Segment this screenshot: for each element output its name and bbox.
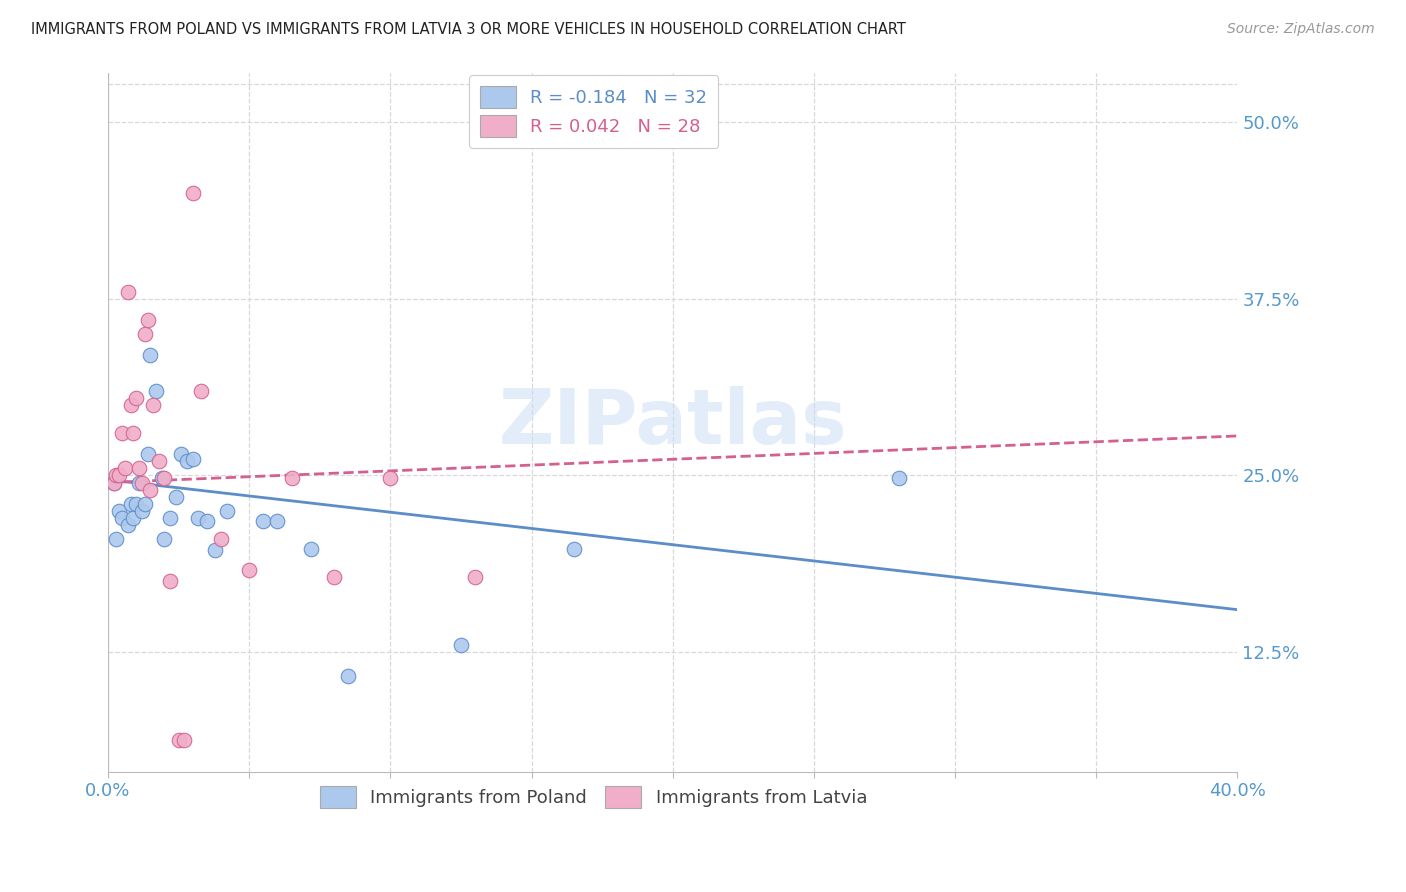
Point [125,497,148,511]
Point [108,504,131,518]
Point [145,384,167,398]
Point [139,483,162,497]
Point [111,426,134,441]
Point [562,541,585,556]
Point [167,732,190,747]
Point [136,313,159,327]
Point [120,398,142,412]
Point [215,504,238,518]
Point [125,391,148,405]
Point [134,497,156,511]
Point [204,543,226,558]
Point [150,471,173,485]
Point [153,471,176,485]
Point [266,514,288,528]
Point [450,638,472,652]
Point [114,461,136,475]
Point [887,471,910,485]
Point [238,563,260,577]
Point [148,454,170,468]
Point [322,570,344,584]
Text: IMMIGRANTS FROM POLAND VS IMMIGRANTS FROM LATVIA 3 OR MORE VEHICLES IN HOUSEHOLD: IMMIGRANTS FROM POLAND VS IMMIGRANTS FRO… [31,22,905,37]
Point [181,451,204,466]
Point [103,475,125,490]
Point [252,514,274,528]
Point [117,285,139,299]
Point [117,517,139,532]
Point [108,468,131,483]
Point [159,574,181,589]
Point [128,475,150,490]
Point [103,475,125,490]
Point [131,504,153,518]
Point [280,471,302,485]
Point [190,384,212,398]
Point [170,447,193,461]
Point [336,669,359,683]
Point [380,471,402,485]
Point [159,511,181,525]
Point [181,186,204,200]
Point [299,541,322,556]
Point [122,426,145,441]
Point [128,461,150,475]
Legend: Immigrants from Poland, Immigrants from Latvia: Immigrants from Poland, Immigrants from … [312,779,875,815]
Point [105,468,128,483]
Point [134,327,156,342]
Point [173,732,195,747]
Text: Source: ZipAtlas.com: Source: ZipAtlas.com [1227,22,1375,37]
Point [464,570,486,584]
Point [122,511,145,525]
Point [111,511,134,525]
Point [165,490,187,504]
Point [153,532,176,546]
Point [195,514,218,528]
Point [105,532,128,546]
Point [120,497,142,511]
Point [139,348,162,362]
Point [187,511,209,525]
Text: ZIPatlas: ZIPatlas [498,385,846,459]
Point [136,447,159,461]
Point [131,475,153,490]
Point [142,398,165,412]
Point [176,454,198,468]
Point [209,532,232,546]
